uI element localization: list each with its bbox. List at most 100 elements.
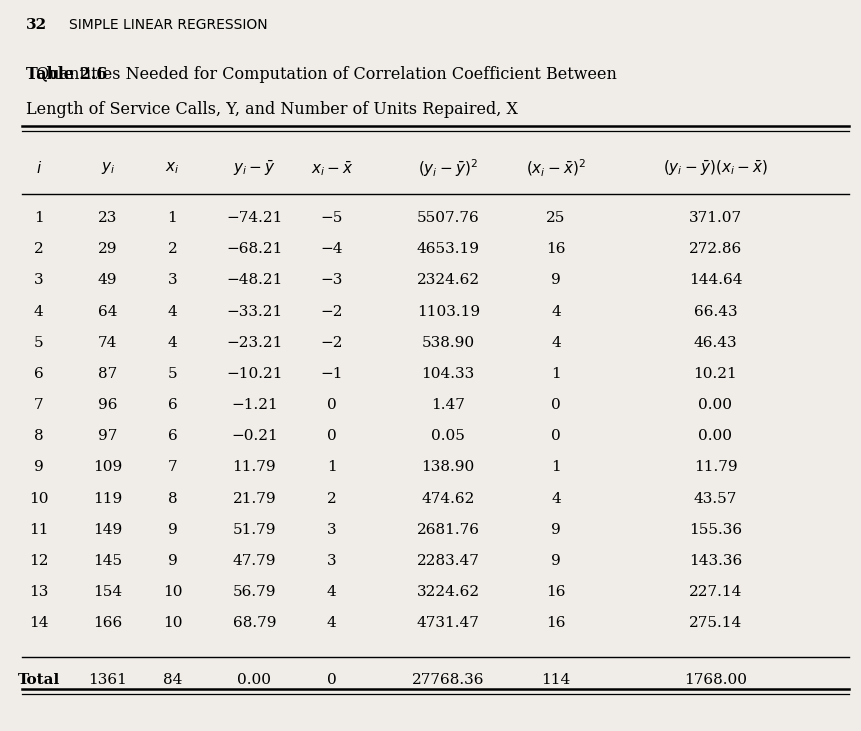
Text: Total: Total — [17, 673, 60, 687]
Text: 97: 97 — [98, 429, 117, 443]
Text: 474.62: 474.62 — [421, 492, 474, 506]
Text: 9: 9 — [167, 523, 177, 537]
Text: 27768.36: 27768.36 — [412, 673, 484, 687]
Text: 10: 10 — [29, 492, 48, 506]
Text: Quantities Needed for Computation of Correlation Coefficient Between: Quantities Needed for Computation of Cor… — [26, 66, 616, 83]
Text: −33.21: −33.21 — [226, 305, 282, 319]
Text: 9: 9 — [167, 554, 177, 568]
Text: $x_i$: $x_i$ — [165, 160, 179, 176]
Text: 0.00: 0.00 — [697, 398, 732, 412]
Text: 1: 1 — [167, 211, 177, 225]
Text: 7: 7 — [34, 398, 44, 412]
Text: 2681.76: 2681.76 — [416, 523, 480, 537]
Text: $x_i - \bar{x}$: $x_i - \bar{x}$ — [310, 159, 353, 178]
Text: 154: 154 — [93, 585, 122, 599]
Text: 3224.62: 3224.62 — [416, 585, 480, 599]
Text: 3: 3 — [326, 523, 337, 537]
Text: 4: 4 — [550, 305, 561, 319]
Text: 51.79: 51.79 — [232, 523, 276, 537]
Text: −68.21: −68.21 — [226, 242, 282, 257]
Text: 64: 64 — [98, 305, 117, 319]
Text: 96: 96 — [98, 398, 117, 412]
Text: 10: 10 — [163, 585, 182, 599]
Text: 9: 9 — [550, 273, 561, 287]
Text: 1768.00: 1768.00 — [683, 673, 746, 687]
Text: 138.90: 138.90 — [421, 461, 474, 474]
Text: 8: 8 — [34, 429, 44, 443]
Text: −74.21: −74.21 — [226, 211, 282, 225]
Text: 2: 2 — [34, 242, 44, 257]
Text: 9: 9 — [550, 523, 561, 537]
Text: 4: 4 — [550, 336, 561, 349]
Text: 9: 9 — [34, 461, 44, 474]
Text: 227.14: 227.14 — [688, 585, 741, 599]
Text: 68.79: 68.79 — [232, 616, 276, 630]
Text: 0: 0 — [326, 398, 337, 412]
Text: 3: 3 — [167, 273, 177, 287]
Text: 0: 0 — [326, 673, 337, 687]
Text: 84: 84 — [163, 673, 182, 687]
Text: 16: 16 — [546, 242, 565, 257]
Text: 25: 25 — [546, 211, 565, 225]
Text: SIMPLE LINEAR REGRESSION: SIMPLE LINEAR REGRESSION — [69, 18, 267, 31]
Text: 29: 29 — [98, 242, 117, 257]
Text: 143.36: 143.36 — [688, 554, 741, 568]
Text: 4: 4 — [167, 336, 177, 349]
Text: 0.00: 0.00 — [237, 673, 271, 687]
Text: 14: 14 — [29, 616, 48, 630]
Text: $(x_i - \bar{x})^2$: $(x_i - \bar{x})^2$ — [525, 158, 585, 178]
Text: $y_i$: $y_i$ — [101, 160, 115, 176]
Text: 1: 1 — [326, 461, 337, 474]
Text: $(y_i - \bar{y})^2$: $(y_i - \bar{y})^2$ — [418, 157, 478, 179]
Text: 4: 4 — [326, 585, 337, 599]
Text: 149: 149 — [93, 523, 122, 537]
Text: $(y_i - \bar{y})(x_i - \bar{x})$: $(y_i - \bar{y})(x_i - \bar{x})$ — [662, 159, 767, 178]
Text: $i$: $i$ — [35, 160, 42, 176]
Text: −3: −3 — [320, 273, 343, 287]
Text: −4: −4 — [320, 242, 343, 257]
Text: −2: −2 — [320, 305, 343, 319]
Text: 0: 0 — [550, 398, 561, 412]
Text: 166: 166 — [93, 616, 122, 630]
Text: 5: 5 — [34, 336, 44, 349]
Text: 7: 7 — [167, 461, 177, 474]
Text: 104.33: 104.33 — [421, 367, 474, 381]
Text: 538.90: 538.90 — [421, 336, 474, 349]
Text: 1: 1 — [550, 367, 561, 381]
Text: 3: 3 — [34, 273, 44, 287]
Text: 4: 4 — [34, 305, 44, 319]
Text: 10.21: 10.21 — [693, 367, 736, 381]
Text: −1.21: −1.21 — [231, 398, 277, 412]
Text: 114: 114 — [541, 673, 570, 687]
Text: 5507.76: 5507.76 — [417, 211, 479, 225]
Text: 9: 9 — [550, 554, 561, 568]
Text: 1: 1 — [550, 461, 561, 474]
Text: 275.14: 275.14 — [688, 616, 741, 630]
Text: 47.79: 47.79 — [232, 554, 276, 568]
Text: 371.07: 371.07 — [688, 211, 741, 225]
Text: 6: 6 — [167, 429, 177, 443]
Text: 32: 32 — [26, 18, 47, 31]
Text: −2: −2 — [320, 336, 343, 349]
Text: 109: 109 — [93, 461, 122, 474]
Text: 1103.19: 1103.19 — [416, 305, 480, 319]
Text: 2283.47: 2283.47 — [417, 554, 479, 568]
Text: −48.21: −48.21 — [226, 273, 282, 287]
Text: 16: 16 — [546, 585, 565, 599]
Text: 4653.19: 4653.19 — [416, 242, 480, 257]
Text: 0.05: 0.05 — [430, 429, 465, 443]
Text: 3: 3 — [326, 554, 337, 568]
Text: 11: 11 — [29, 523, 48, 537]
Text: 12: 12 — [29, 554, 48, 568]
Text: −10.21: −10.21 — [226, 367, 282, 381]
Text: 2324.62: 2324.62 — [416, 273, 480, 287]
Text: 6: 6 — [34, 367, 44, 381]
Text: 11.79: 11.79 — [693, 461, 736, 474]
Text: Table 2.6: Table 2.6 — [26, 66, 107, 83]
Text: 8: 8 — [167, 492, 177, 506]
Text: $y_i - \bar{y}$: $y_i - \bar{y}$ — [232, 159, 276, 178]
Text: 4: 4 — [550, 492, 561, 506]
Text: 0: 0 — [326, 429, 337, 443]
Text: 1.47: 1.47 — [430, 398, 465, 412]
Text: 119: 119 — [93, 492, 122, 506]
